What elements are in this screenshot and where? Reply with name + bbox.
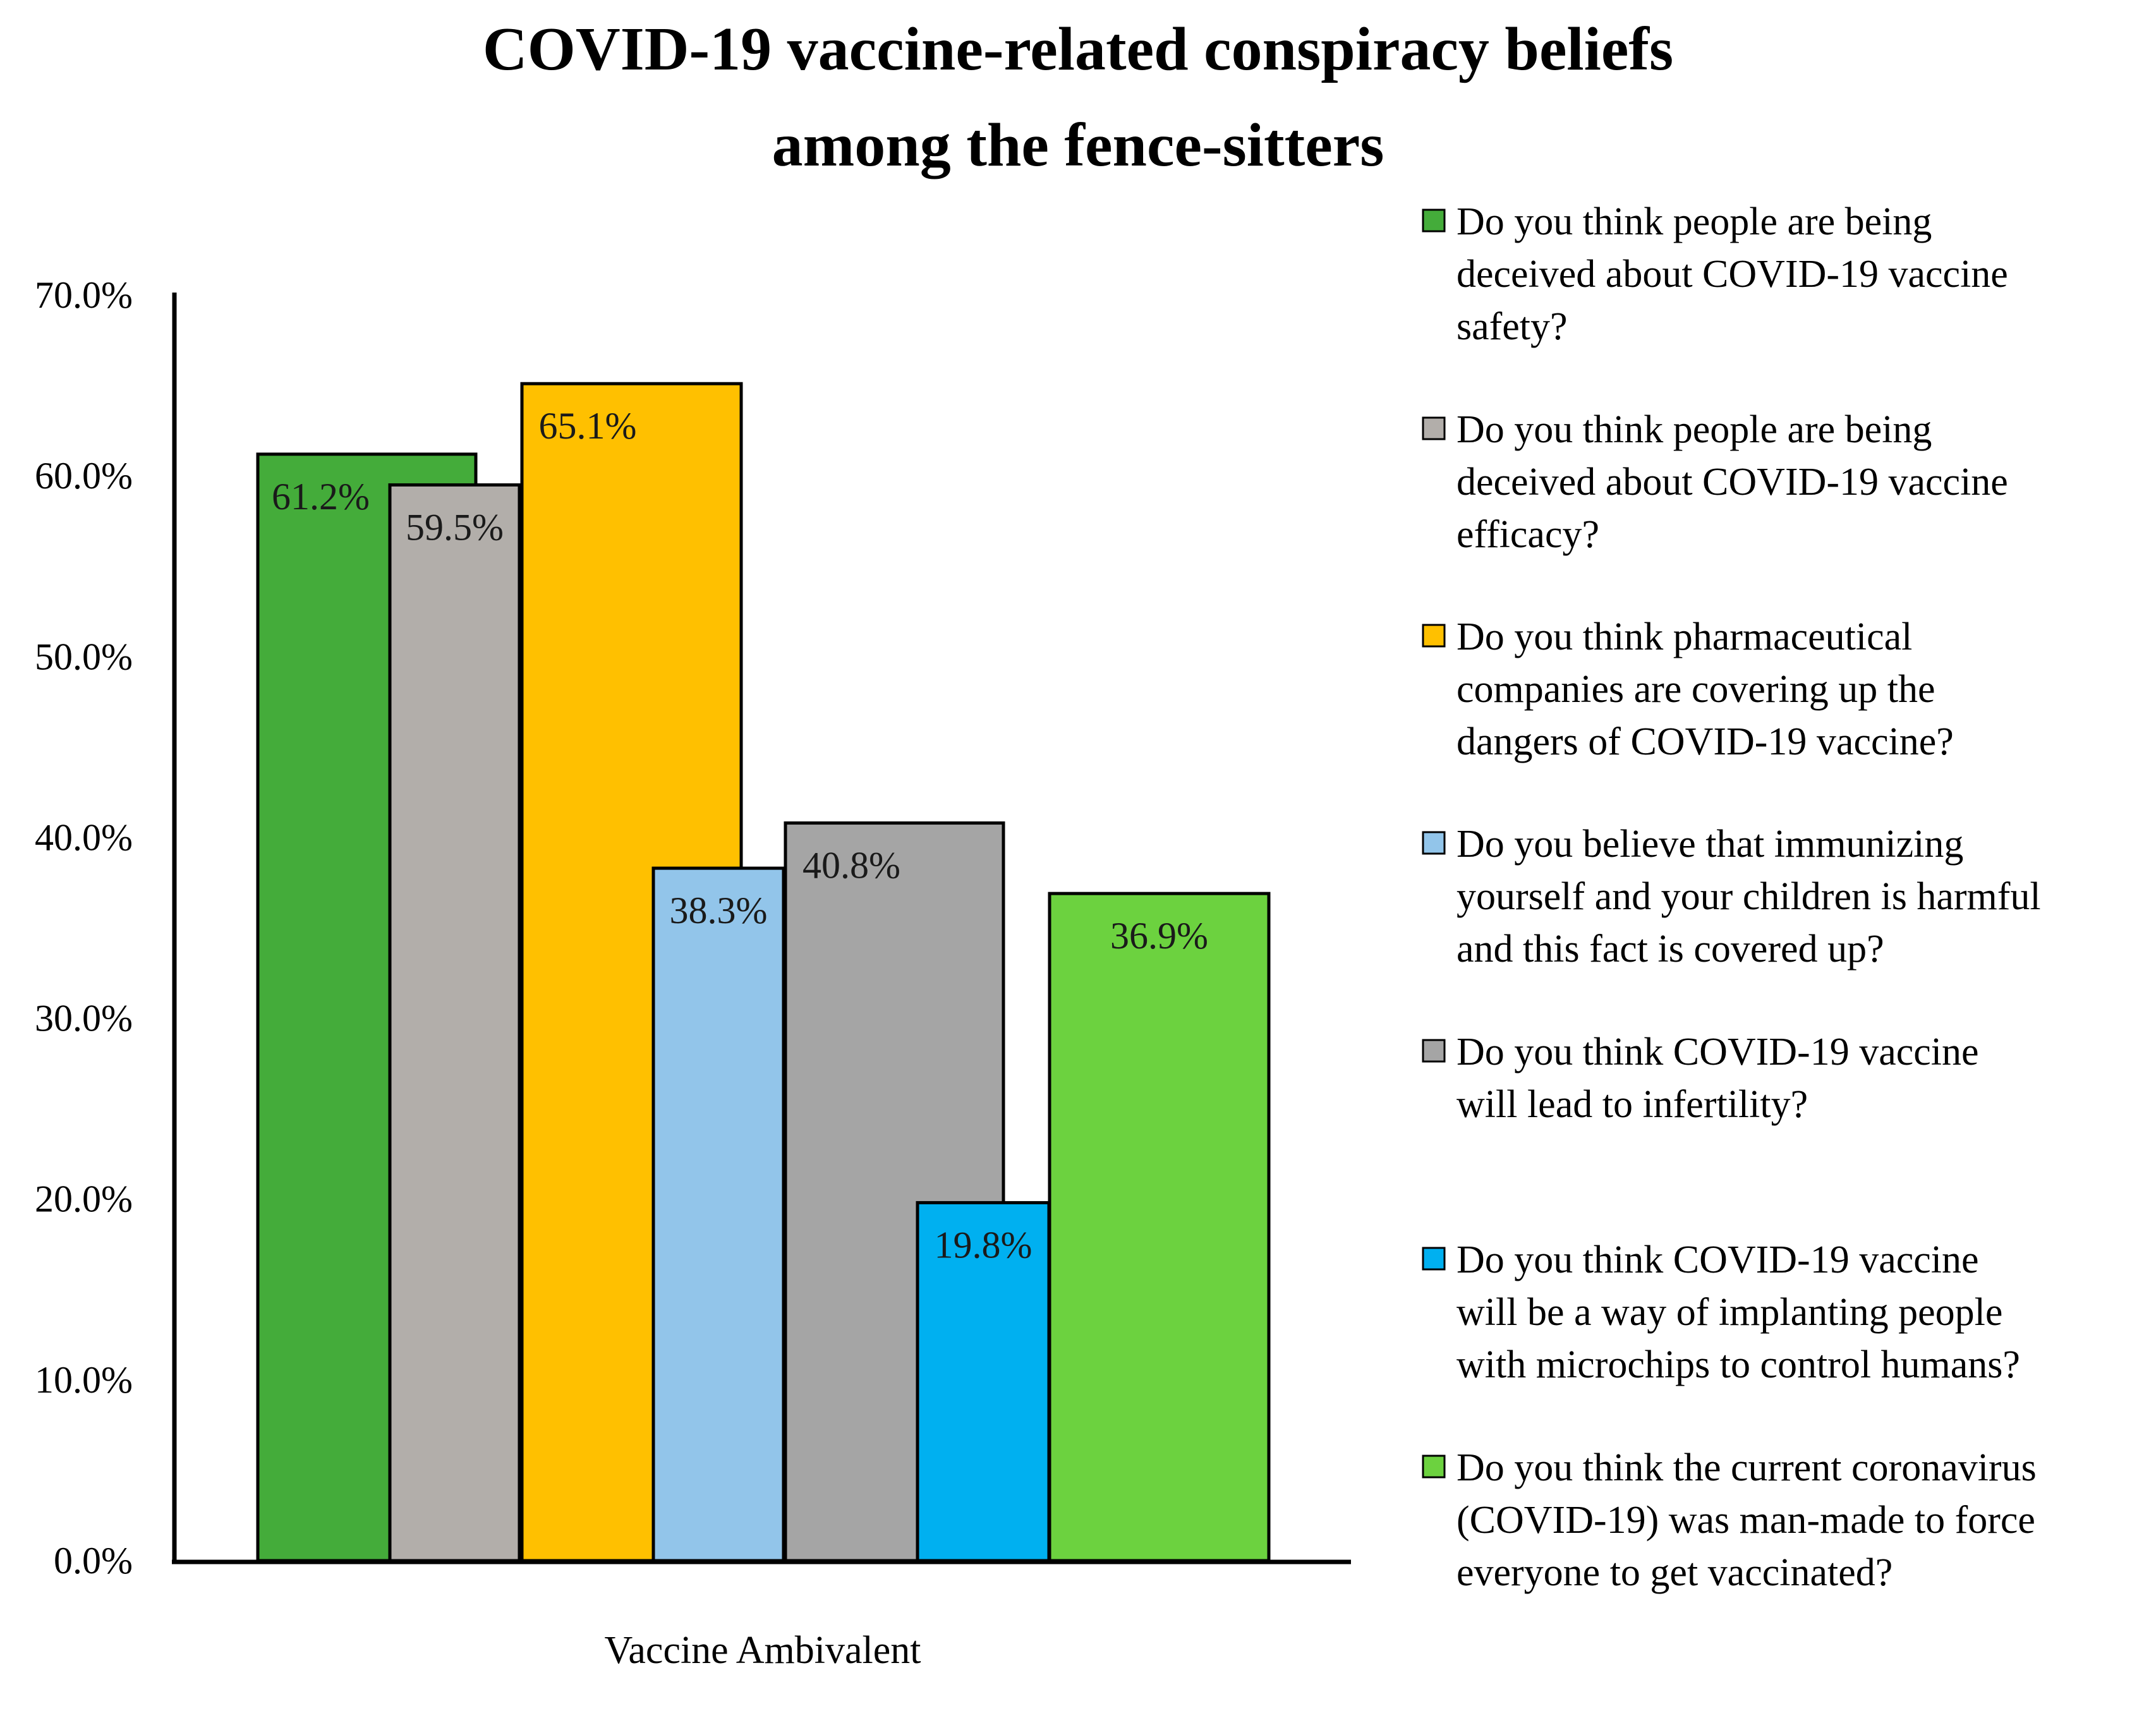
legend-label: deceived about COVID-19 vaccine — [1457, 253, 2008, 296]
legend-label: Do you believe that immunizing — [1457, 823, 1963, 866]
data-labels-group: 61.2% 59.5% 65.1% 38.3% 40.8% 19.8% 36.9% — [272, 405, 1208, 1266]
legend-swatch — [1422, 1455, 1446, 1479]
y-tick-label: 20.0% — [35, 1178, 133, 1220]
legend-label: everyone to get vaccinated? — [1457, 1551, 1893, 1594]
chart-title-line-1: COVID-19 vaccine-related conspiracy beli… — [483, 15, 1673, 83]
legend-swatch — [1422, 416, 1446, 440]
bar-data-label: 40.8% — [802, 845, 900, 886]
legend-label: companies are covering up the — [1457, 668, 1935, 711]
legend-swatch — [1422, 831, 1446, 855]
y-tick-label: 30.0% — [35, 998, 133, 1039]
bar-data-label: 65.1% — [539, 405, 637, 447]
legend-label: Do you think COVID-19 vaccine — [1457, 1031, 1979, 1074]
bar-7 — [1048, 892, 1271, 1563]
bar-data-label: 19.8% — [935, 1224, 1033, 1266]
legend-label: Do you think people are being — [1457, 200, 1932, 243]
legend-label: yourself and your children is harmful — [1457, 875, 2041, 918]
bar-4 — [651, 866, 785, 1563]
x-category-label: Vaccine Ambivalent — [605, 1629, 921, 1672]
y-axis-ticks: 0.0% 10.0% 20.0% 30.0% 40.0% 50.0% 60.0% 70.0% — [35, 274, 133, 1582]
bar-2 — [388, 483, 521, 1563]
y-tick-label: 70.0% — [35, 274, 133, 316]
legend-label: deceived about COVID-19 vaccine — [1457, 461, 2008, 504]
legend: Do you think people are being deceived ab… — [1422, 200, 2041, 1594]
legend-label: Do you think pharmaceutical — [1457, 615, 1912, 658]
bar-data-label: 36.9% — [1110, 915, 1208, 957]
bar-data-label: 61.2% — [272, 476, 370, 517]
bar-data-label: 59.5% — [406, 506, 504, 548]
legend-swatch — [1422, 1039, 1446, 1063]
y-tick-label: 60.0% — [35, 455, 133, 497]
legend-label: efficacy? — [1457, 513, 1599, 556]
legend-label: will be a way of implanting people — [1457, 1291, 2002, 1334]
legend-swatch — [1422, 1247, 1446, 1271]
legend-label: dangers of COVID-19 vaccine? — [1457, 720, 1954, 763]
legend-label: safety? — [1457, 305, 1568, 348]
legend-label: will lead to infertility? — [1457, 1083, 1808, 1126]
legend-label: and this fact is covered up? — [1457, 928, 1884, 971]
bar-data-label: 38.3% — [670, 890, 768, 931]
legend-swatch — [1422, 624, 1446, 648]
legend-label: (COVID-19) was man-made to force — [1457, 1499, 2035, 1542]
legend-label: Do you think COVID-19 vaccine — [1457, 1238, 1979, 1281]
bars-group — [256, 382, 1271, 1563]
legend-label: with microchips to control humans? — [1457, 1343, 2020, 1386]
y-tick-label: 0.0% — [54, 1540, 133, 1582]
legend-label: Do you think the current coronavirus — [1457, 1446, 2037, 1489]
chart-title: COVID-19 vaccine-related conspiracy beli… — [483, 15, 1673, 179]
y-tick-label: 50.0% — [35, 636, 133, 677]
chart-title-line-2: among the fence-sitters — [772, 111, 1384, 179]
y-tick-label: 40.0% — [35, 816, 133, 858]
legend-label: Do you think people are being — [1457, 408, 1932, 451]
y-tick-label: 10.0% — [35, 1359, 133, 1401]
legend-swatch — [1422, 209, 1446, 233]
